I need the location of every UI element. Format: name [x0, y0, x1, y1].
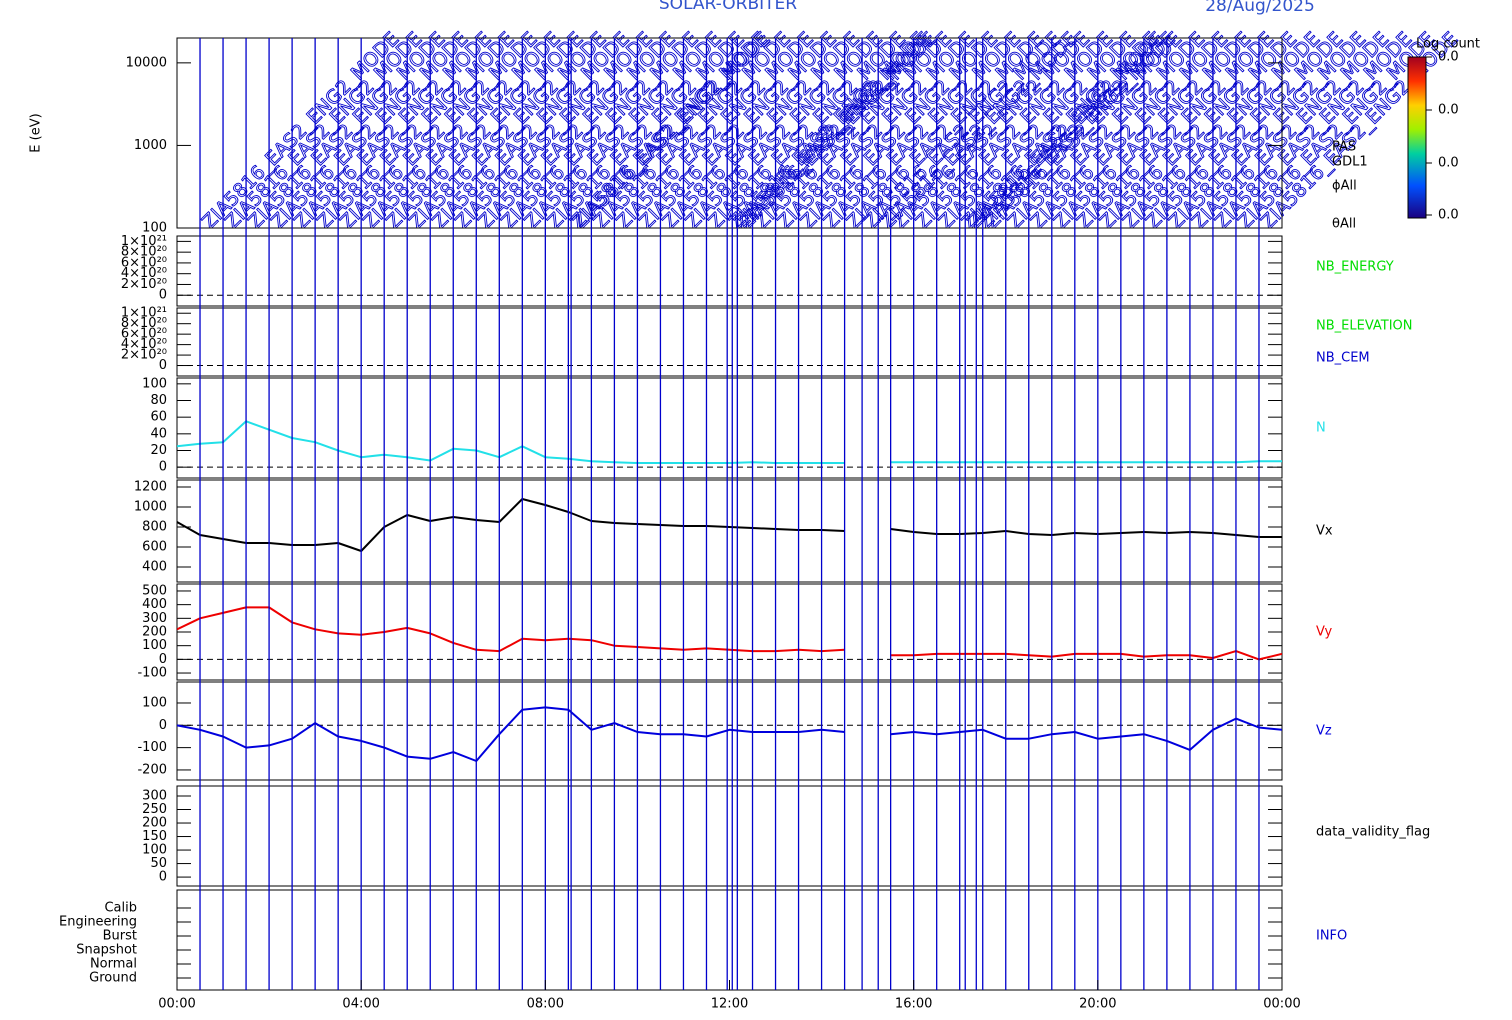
y-tick-label: 600 [142, 540, 167, 555]
y-tick-label: 4×10²⁰ [121, 266, 167, 281]
y-tick-label: 500 [142, 583, 167, 598]
y-tick-label: 6×10²⁰ [121, 327, 167, 342]
colorbar [1407, 56, 1427, 219]
y-tick-label: -100 [137, 666, 167, 681]
panel-frame [176, 307, 1283, 377]
y-tick-label: 1000 [134, 138, 167, 153]
y-tick-label: 0 [159, 358, 167, 373]
panel-frame [176, 681, 1283, 781]
y-tick-label: 60 [150, 410, 167, 425]
y-tick-label: 400 [142, 560, 167, 575]
y-tick-label: 8×10²⁰ [121, 245, 167, 260]
y-tick-label: 400 [142, 597, 167, 612]
category-label: Ground [89, 971, 137, 986]
category-label: Snapshot [76, 943, 137, 958]
series-line [177, 498, 1282, 552]
series-line [177, 606, 1282, 661]
category-label: Normal [90, 957, 137, 972]
colorbar-tick-label: 0.0 [1438, 103, 1459, 118]
y-tick-label: 2×10²⁰ [121, 348, 167, 363]
x-tick-label: 16:00 [895, 997, 932, 1012]
category-label: Engineering [59, 915, 137, 930]
panel-label: NB_ENERGY [1316, 260, 1394, 275]
y-tick-label: 50 [150, 856, 167, 871]
x-tick-label: 08:00 [527, 997, 564, 1012]
y-tick-label: 100 [142, 695, 167, 710]
x-tick-label: 00:00 [158, 997, 195, 1012]
y-tick-label: 0 [159, 460, 167, 475]
category-label: Calib [104, 901, 137, 916]
y-tick-label: 2×10²⁰ [121, 277, 167, 292]
series-name: Vy [1316, 625, 1333, 640]
y-tick-label: 0 [159, 288, 167, 303]
y-tick-label: 200 [142, 816, 167, 831]
panel-frame [176, 377, 1283, 479]
panel-label: data_validity_flag [1316, 825, 1430, 840]
y-tick-label: -100 [137, 740, 167, 755]
colorbar-tick-label: 0.0 [1438, 50, 1459, 65]
series-name: N [1316, 421, 1326, 436]
y-tick-label: 20 [150, 443, 167, 458]
y-tick-label: 200 [142, 625, 167, 640]
y-axis-label: E (eV) [29, 113, 44, 152]
x-tick-label: 12:00 [711, 997, 748, 1012]
y-tick-label: 150 [142, 829, 167, 844]
panel-label: ϕAll [1332, 179, 1357, 194]
colorbar-title: Log count [1416, 37, 1480, 52]
y-tick-label: 1×10²¹ [121, 234, 167, 249]
y-tick-label: 300 [142, 611, 167, 626]
x-tick-label: 00:00 [1263, 997, 1300, 1012]
y-tick-label: 100 [142, 638, 167, 653]
y-tick-label: 1200 [134, 480, 167, 495]
y-tick-label: 1000 [134, 500, 167, 515]
y-tick-label: 10000 [126, 55, 167, 70]
colorbar-tick-label: 0.0 [1438, 156, 1459, 171]
y-tick-label: 100 [142, 221, 167, 236]
date: 28/Aug/2025 [1205, 0, 1315, 16]
series-line [177, 706, 1282, 762]
annotation-layer: ZIA5816_EAS2_ENG2_MODEZIA5816_EAS2_ENG2_… [197, 27, 1462, 228]
y-tick-label: 80 [150, 393, 167, 408]
panel-frame [176, 479, 1283, 583]
y-tick-label: 4×10²⁰ [121, 337, 167, 352]
y-tick-label: 0 [159, 652, 167, 667]
x-tick-label: 20:00 [1079, 997, 1116, 1012]
series-line [177, 420, 1282, 464]
y-tick-label: 40 [150, 426, 167, 441]
y-tick-label: 800 [142, 520, 167, 535]
y-tick-label: 300 [142, 789, 167, 804]
panel-label: GDL1 [1332, 155, 1368, 170]
y-tick-label: 100 [142, 843, 167, 858]
panel-label: INFO [1316, 929, 1347, 944]
panel-label: θAll [1332, 217, 1356, 232]
title: SOLAR-ORBITER [659, 0, 797, 14]
series-name: Vz [1316, 724, 1332, 739]
panel-label: PAS [1332, 140, 1356, 155]
y-tick-label: 8×10²⁰ [121, 316, 167, 331]
x-tick-label: 04:00 [342, 997, 379, 1012]
y-tick-label: 0 [159, 718, 167, 733]
panel-frame [176, 37, 1283, 229]
y-tick-label: -200 [137, 762, 167, 777]
colorbar-tick-label: 0.0 [1438, 208, 1459, 223]
y-tick-label: 0 [159, 870, 167, 885]
y-tick-label: 100 [142, 376, 167, 391]
series-name: Vx [1316, 524, 1333, 539]
panel-label: NB_ELEVATION [1316, 319, 1413, 334]
panel-frame [176, 785, 1283, 887]
y-tick-label: 1×10²¹ [121, 306, 167, 321]
panel-label: NB_CEM [1316, 351, 1370, 366]
category-label: Burst [103, 929, 137, 944]
panel-frame [176, 235, 1283, 307]
y-tick-label: 250 [142, 802, 167, 817]
y-tick-label: 6×10²⁰ [121, 255, 167, 270]
